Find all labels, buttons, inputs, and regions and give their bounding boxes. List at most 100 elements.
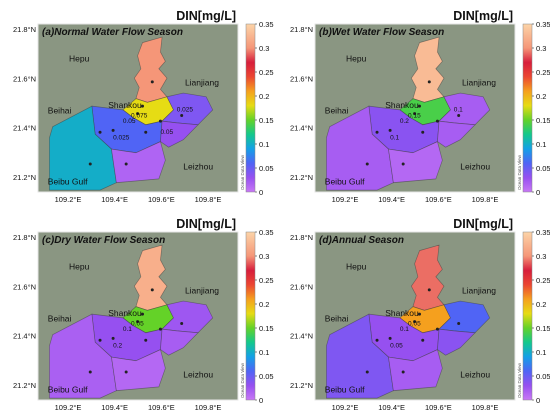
place-label: Leizhou — [460, 370, 490, 380]
station-dot — [140, 104, 144, 108]
colorbar-tick-label: 0.3 — [536, 252, 546, 261]
station-dot — [435, 327, 439, 331]
concentration-field — [49, 36, 214, 191]
place-label: Shankou — [108, 100, 142, 110]
panel-title: (a)Normal Water Flow Season — [42, 27, 183, 38]
colorbar-tick-label: 0.05 — [536, 164, 550, 173]
colorbar-tick-label: 0.35 — [259, 228, 274, 237]
panel-1: 0.0250.050.0750.0250.05HepuLianjiangBeih… — [13, 9, 274, 204]
x-tick-label: 109.4°E — [101, 195, 128, 204]
y-tick-label: 21.2°N — [290, 173, 313, 182]
y-tick-label: 21.4°N — [13, 124, 36, 133]
x-tick-label: 109.8°E — [472, 403, 499, 412]
place-label: Lianjiang — [185, 78, 219, 88]
concentration-field — [326, 36, 491, 191]
odv-watermark: Ocean Data View — [517, 362, 522, 398]
station-dot — [365, 370, 369, 374]
contour-label: 0.2 — [113, 343, 122, 350]
station-dot — [88, 370, 92, 374]
station-dot — [111, 336, 115, 340]
station-dot — [150, 80, 154, 84]
station-dot — [144, 130, 148, 134]
zone-east-bay — [160, 328, 199, 356]
colorbar-tick-label: 0.1 — [259, 348, 269, 357]
station-dot — [98, 338, 102, 342]
station-dot — [388, 128, 392, 132]
odv-watermark: Ocean Data View — [517, 154, 522, 190]
variable-title: DIN[mg/L] — [453, 9, 513, 23]
y-tick-label: 21.2°N — [13, 173, 36, 182]
colorbar — [245, 231, 256, 401]
station-dot — [111, 128, 115, 132]
contour-label: 0.05 — [408, 320, 421, 327]
station-dot — [375, 338, 379, 342]
contour-label: 0.1 — [400, 326, 409, 333]
colorbar-tick-label: 0.3 — [536, 44, 546, 53]
station-dot — [124, 162, 128, 166]
contour-label: 0.1 — [454, 107, 463, 114]
x-tick-label: 109.6°E — [148, 403, 175, 412]
x-tick-label: 109.8°E — [472, 195, 499, 204]
contour-label: 0.1 — [390, 135, 399, 142]
station-dot — [427, 288, 431, 292]
colorbar — [522, 231, 533, 401]
panel-title: (d)Annual Season — [319, 235, 404, 246]
colorbar-tick-label: 0 — [259, 188, 263, 197]
colorbar-tick-label: 0 — [536, 188, 540, 197]
colorbar-tick-label: 0.2 — [259, 300, 269, 309]
contour-label: 0.025 — [113, 135, 130, 142]
station-dot — [421, 130, 425, 134]
station-dot — [457, 321, 461, 325]
panel-2: 0.10.20.150.1HepuLianjiangBeihaiShankouL… — [290, 9, 550, 204]
place-label: Beibu Gulf — [325, 177, 365, 187]
station-dot — [180, 321, 184, 325]
panel-title: (c)Dry Water Flow Season — [42, 235, 165, 246]
station-dot — [158, 327, 162, 331]
contour-label: 0.15 — [408, 112, 421, 119]
x-tick-label: 109.2°E — [55, 195, 82, 204]
odv-watermark: Ocean Data View — [240, 154, 245, 190]
station-dot — [365, 162, 369, 166]
y-tick-label: 21.8°N — [290, 233, 313, 242]
zone-southeast-bay — [111, 141, 166, 184]
contour-label: 0.1 — [123, 326, 132, 333]
x-tick-label: 109.8°E — [195, 403, 222, 412]
odv-watermark: Ocean Data View — [240, 362, 245, 398]
place-label: Beibu Gulf — [48, 385, 88, 395]
colorbar-tick-label: 0.05 — [536, 372, 550, 381]
x-tick-label: 109.4°E — [378, 195, 405, 204]
station-dot — [401, 370, 405, 374]
station-dot — [421, 338, 425, 342]
station-dot — [124, 370, 128, 374]
y-tick-label: 21.6°N — [290, 282, 313, 291]
station-dot — [457, 113, 461, 117]
contour-label: 0.075 — [131, 112, 148, 119]
colorbar-tick-label: 0 — [536, 396, 540, 405]
place-label: Beihai — [48, 106, 72, 116]
x-tick-label: 109.4°E — [101, 403, 128, 412]
station-dot — [417, 104, 421, 108]
colorbar-tick-label: 0 — [259, 396, 263, 405]
contour-label: 0.05 — [131, 320, 144, 327]
panel-title: (b)Wet Water Flow Season — [319, 27, 444, 38]
colorbar — [522, 23, 533, 193]
y-tick-label: 21.6°N — [13, 74, 36, 83]
variable-title: DIN[mg/L] — [453, 217, 513, 231]
place-label: Leizhou — [183, 162, 213, 172]
y-tick-label: 21.6°N — [290, 74, 313, 83]
colorbar-tick-label: 0.1 — [536, 140, 546, 149]
colorbar-tick-label: 0.2 — [536, 92, 546, 101]
colorbar-tick-label: 0.2 — [259, 92, 269, 101]
x-tick-label: 109.2°E — [332, 403, 359, 412]
colorbar-tick-label: 0.05 — [259, 164, 274, 173]
station-dot — [136, 112, 140, 116]
zone-east-bay — [160, 120, 199, 148]
zone-southeast-bay — [388, 141, 443, 184]
contour-label: 0.05 — [123, 118, 136, 125]
y-tick-label: 21.8°N — [290, 25, 313, 34]
station-dot — [375, 130, 379, 134]
contour-label: 0.05 — [160, 129, 173, 136]
x-tick-label: 109.2°E — [55, 403, 82, 412]
colorbar-tick-label: 0.25 — [536, 276, 550, 285]
